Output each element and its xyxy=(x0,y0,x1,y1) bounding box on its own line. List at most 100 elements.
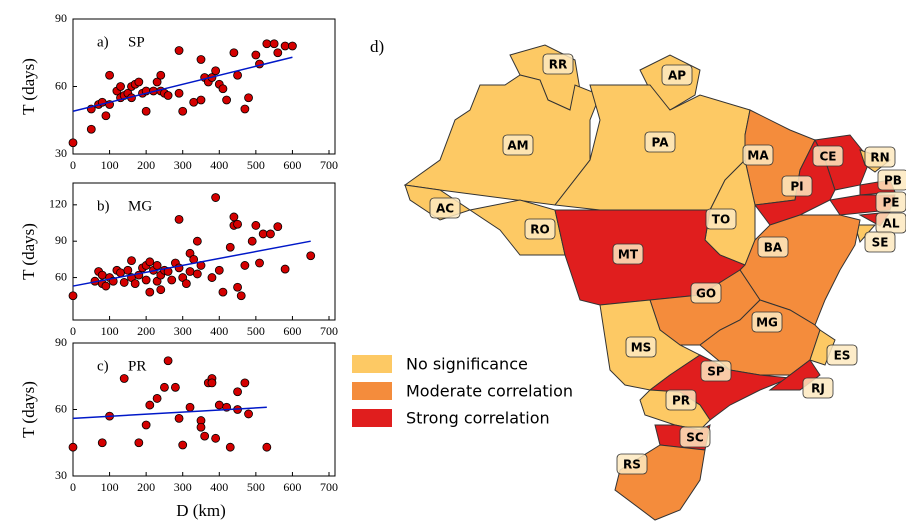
state-label: MA xyxy=(747,149,769,163)
point xyxy=(141,275,151,285)
y-tick-label: 120 xyxy=(49,197,67,211)
y-tick-label: 60 xyxy=(55,78,67,92)
state-label-box xyxy=(661,64,693,86)
legend-swatch xyxy=(352,409,392,427)
x-axis-label: D (km) xyxy=(176,501,226,520)
state-label: RO xyxy=(530,223,549,237)
point xyxy=(116,82,125,91)
state-label: GO xyxy=(696,287,716,301)
panel-label: b) xyxy=(97,198,110,214)
point xyxy=(119,278,129,287)
x-tick-label: 400 xyxy=(210,480,228,494)
state-label-box xyxy=(502,134,534,156)
point xyxy=(119,374,129,383)
point xyxy=(207,378,217,388)
point xyxy=(86,124,96,134)
x-tick-label: 300 xyxy=(174,158,192,172)
state-label-box xyxy=(625,336,657,358)
point xyxy=(160,382,169,392)
x-tick-label: 700 xyxy=(320,480,338,494)
point xyxy=(156,285,166,295)
legend-swatch xyxy=(352,355,392,373)
point xyxy=(229,48,239,58)
state-label: AM xyxy=(507,139,528,153)
state-label-box xyxy=(524,218,556,240)
x-tick-label: 400 xyxy=(210,158,228,172)
point xyxy=(145,257,155,267)
x-tick-label: 100 xyxy=(101,324,119,338)
x-tick-label: 500 xyxy=(247,324,265,338)
point xyxy=(207,273,217,282)
state-label: RJ xyxy=(811,382,825,396)
state-label-box xyxy=(429,197,461,219)
point xyxy=(218,287,228,297)
point xyxy=(101,281,111,291)
point xyxy=(163,356,173,366)
point xyxy=(251,221,261,230)
point xyxy=(174,88,184,98)
point xyxy=(174,46,184,55)
point xyxy=(68,138,78,148)
state-label-box xyxy=(742,144,774,166)
legend-label: Moderate correlation xyxy=(406,382,573,401)
point xyxy=(233,282,242,292)
x-tick-label: 200 xyxy=(137,158,155,172)
panel-label: c) xyxy=(97,358,109,374)
fit-line xyxy=(72,56,293,112)
point xyxy=(258,229,268,239)
x-tick-label: 700 xyxy=(320,158,338,172)
point xyxy=(280,41,290,51)
state-label: SE xyxy=(872,236,889,250)
state-label-box xyxy=(781,175,813,197)
state-label: MT xyxy=(618,248,639,262)
point xyxy=(196,55,206,64)
state-label-box xyxy=(875,191,906,213)
point xyxy=(152,394,162,403)
point xyxy=(152,77,162,87)
x-tick-label: 200 xyxy=(137,324,155,338)
state-label: RR xyxy=(549,58,567,72)
x-tick-label: 100 xyxy=(101,480,119,494)
state-label-box xyxy=(644,131,676,153)
point xyxy=(174,214,184,224)
state-label-box xyxy=(690,282,722,304)
state-label: MS xyxy=(631,341,652,355)
point xyxy=(185,267,195,276)
state-label-box xyxy=(705,208,737,230)
x-tick-label: 600 xyxy=(283,158,301,172)
legend-label: Strong correlation xyxy=(406,409,550,428)
point xyxy=(200,431,210,441)
point xyxy=(214,265,224,275)
point xyxy=(233,387,242,397)
point xyxy=(240,378,250,388)
point xyxy=(68,291,78,301)
point xyxy=(244,93,253,103)
x-tick-label: 500 xyxy=(247,480,265,494)
point xyxy=(280,264,290,274)
map: d) RR AP AM PA MA CE RN PB PE AL SE PI AC RO TO MT BA GO M… xyxy=(352,37,906,521)
plot-frame xyxy=(72,182,336,321)
state-label-box xyxy=(665,389,697,411)
y-tick-label: 60 xyxy=(55,269,67,283)
x-tick-label: 400 xyxy=(210,324,228,338)
x-tick-label: 0 xyxy=(70,480,76,494)
point xyxy=(247,236,257,246)
y-tick-label: 90 xyxy=(55,11,67,25)
y-axis-label: T (days) xyxy=(19,58,38,115)
state-label: PI xyxy=(790,180,803,194)
y-axis-label: T (days) xyxy=(19,381,38,438)
point xyxy=(225,442,235,452)
point xyxy=(134,77,144,87)
point xyxy=(174,413,184,423)
point xyxy=(130,279,140,289)
state-label-box xyxy=(864,231,896,253)
point xyxy=(145,400,155,410)
point xyxy=(269,39,279,49)
point xyxy=(211,66,221,76)
point xyxy=(240,261,250,270)
fit-line xyxy=(72,406,267,420)
point xyxy=(123,265,133,275)
point xyxy=(262,39,272,49)
